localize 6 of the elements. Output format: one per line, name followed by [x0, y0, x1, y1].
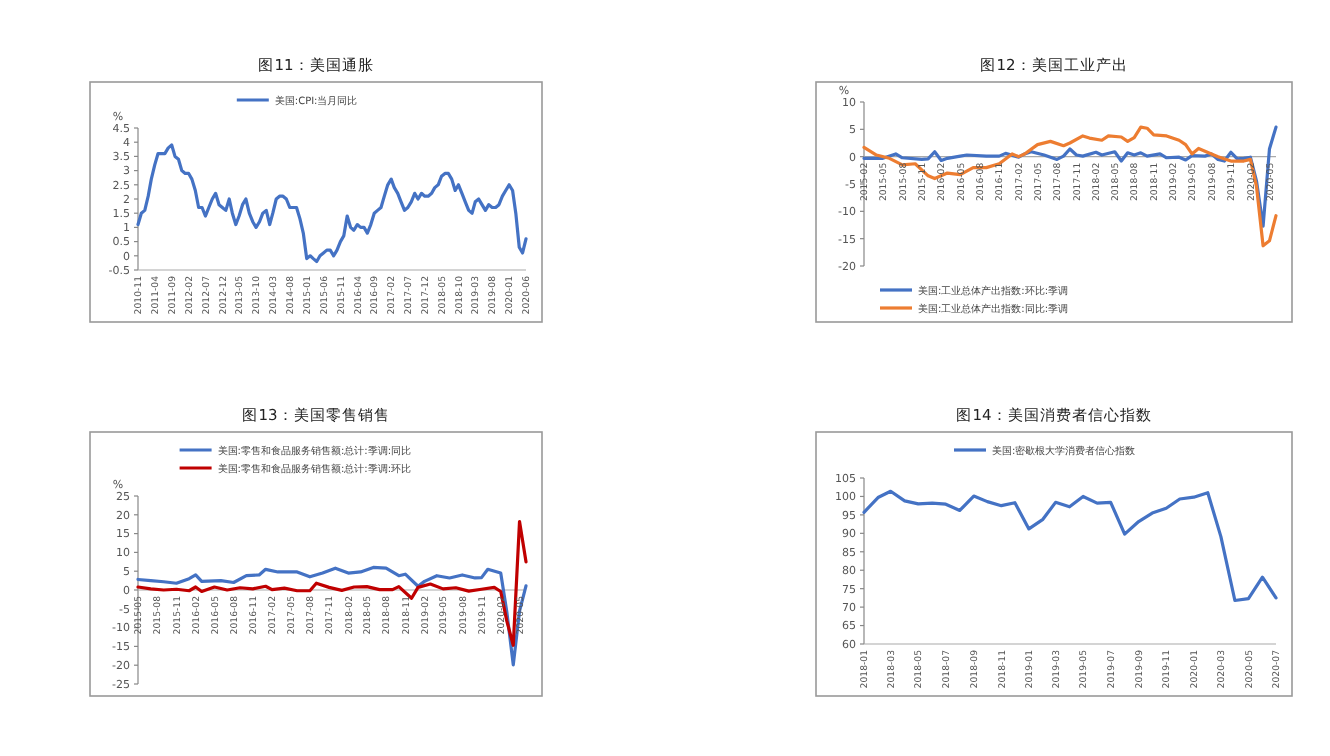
line-series [862, 125, 1278, 228]
line-series [862, 125, 1278, 248]
line-series [136, 565, 528, 667]
line-series [136, 519, 528, 647]
line-series [136, 143, 528, 264]
line-series [862, 489, 1278, 603]
